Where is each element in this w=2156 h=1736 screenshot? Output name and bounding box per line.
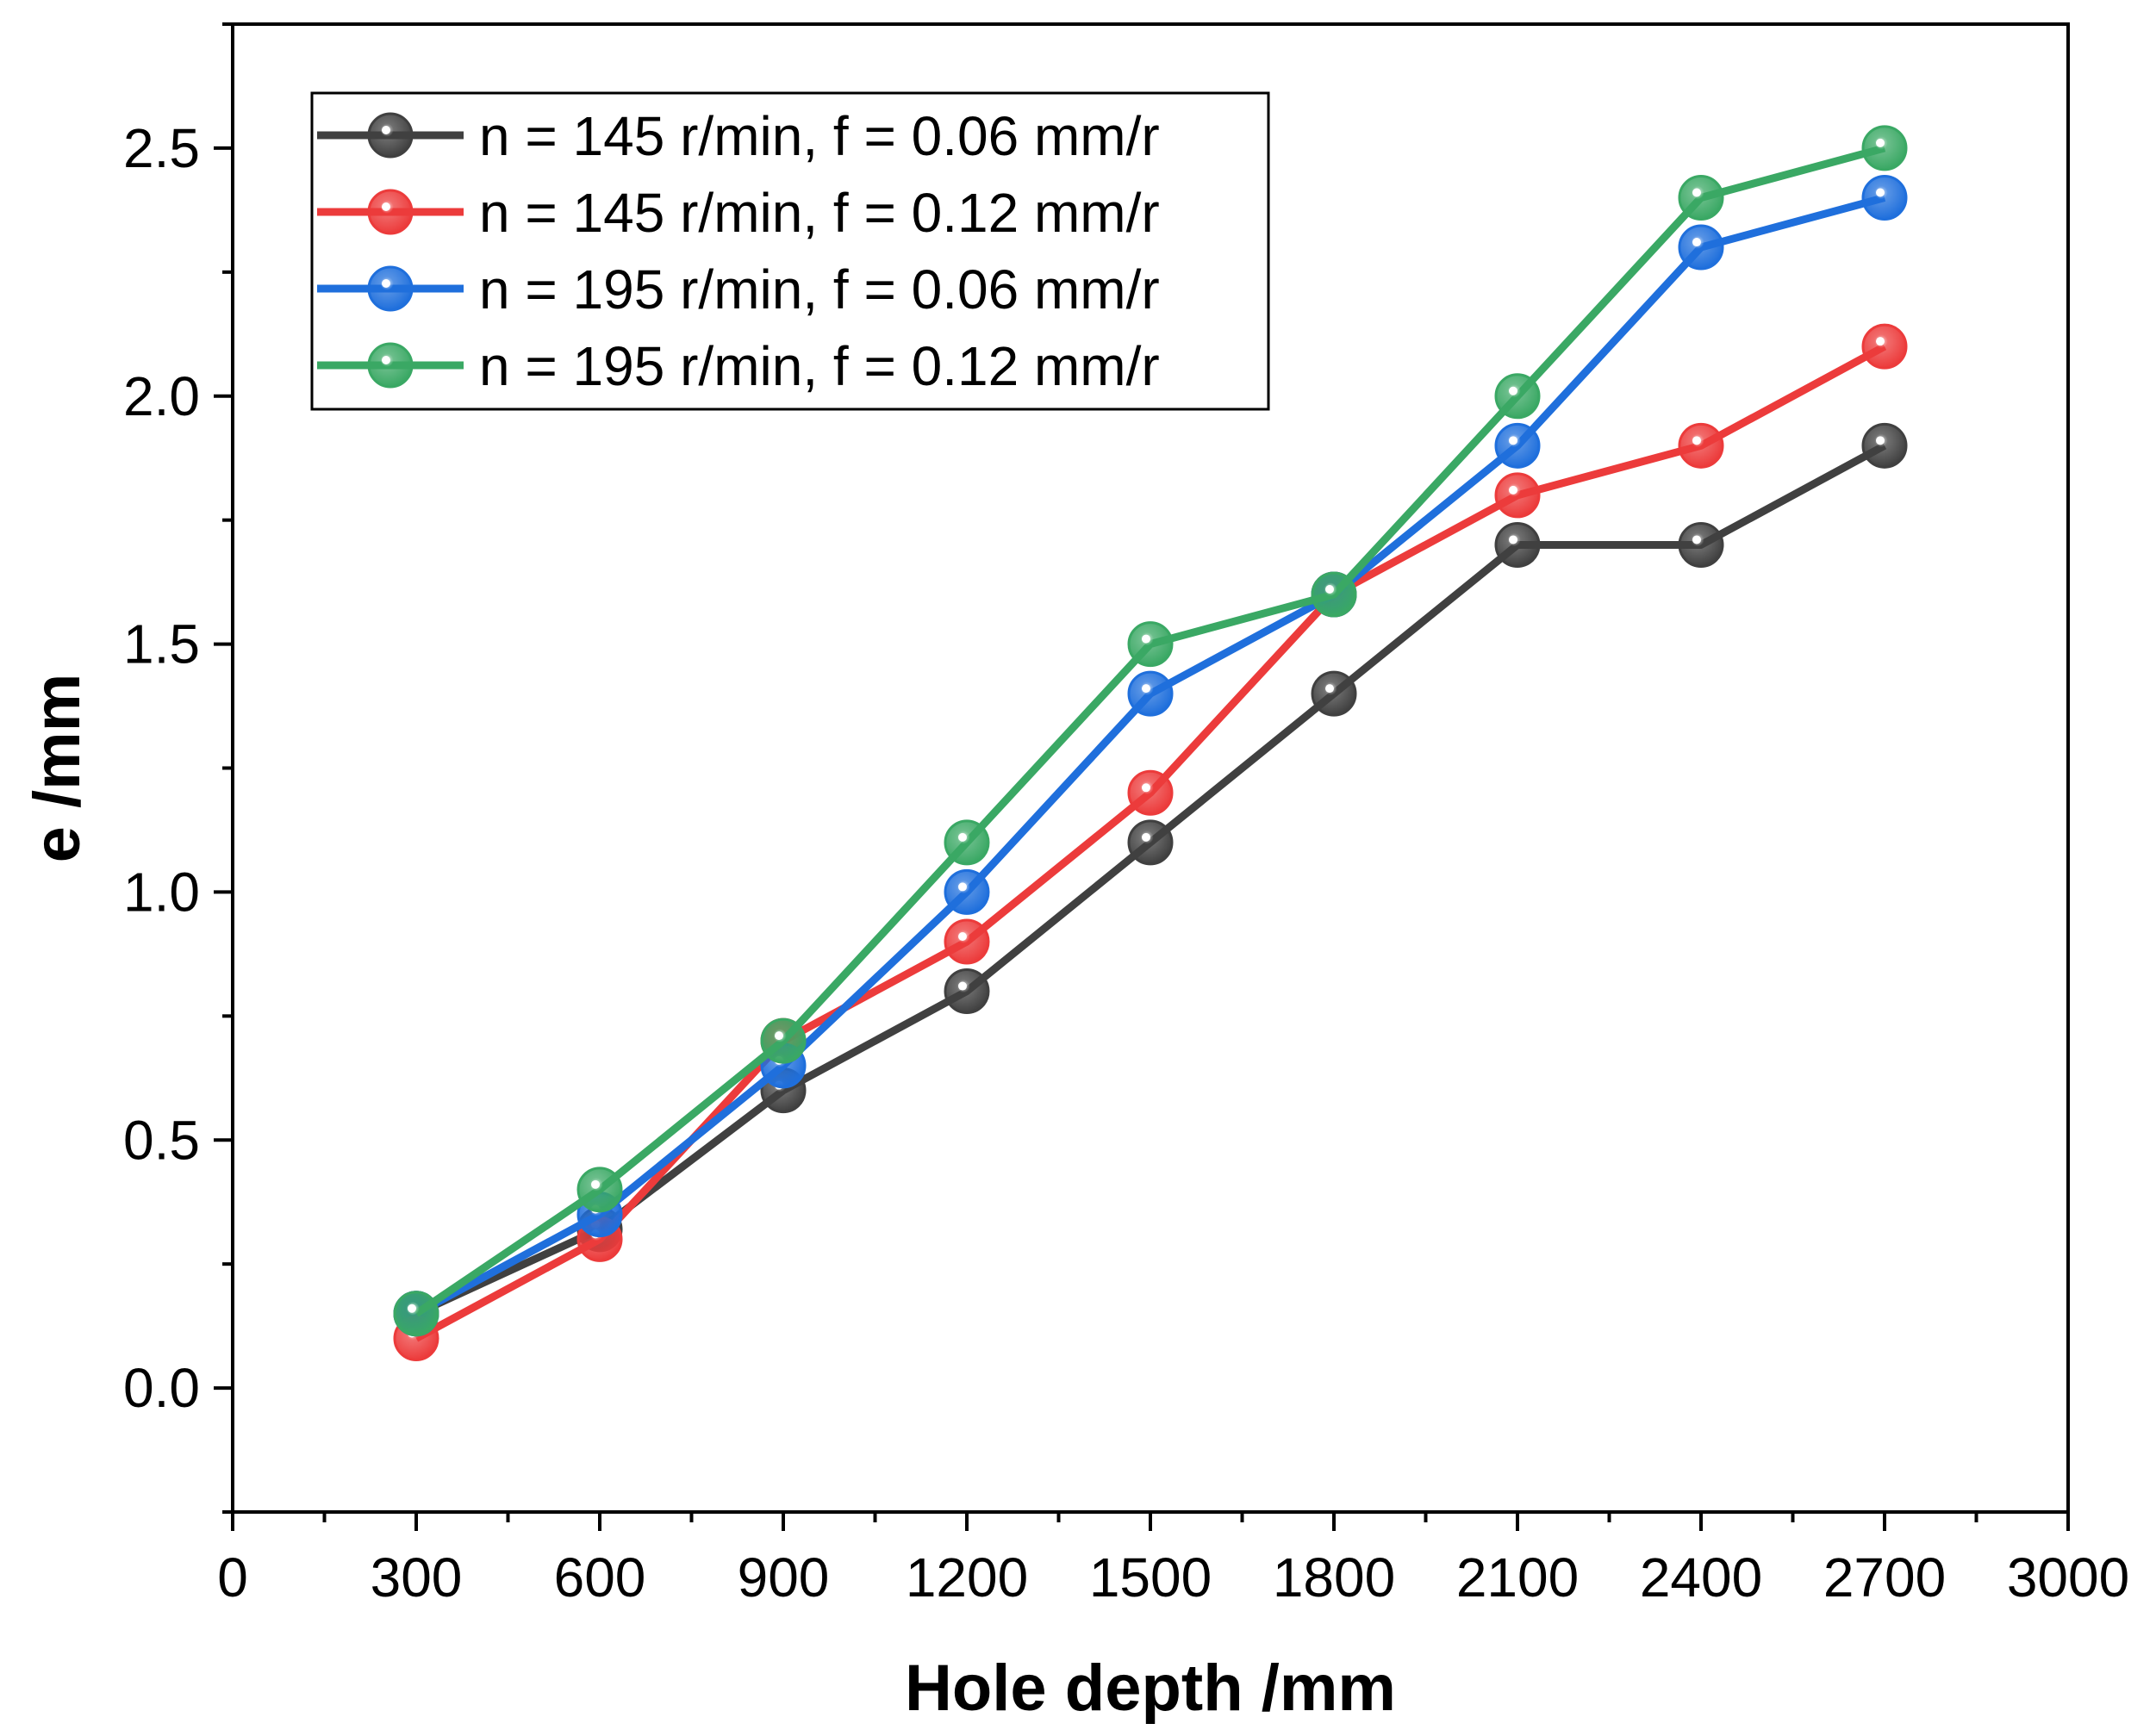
data-point bbox=[944, 868, 990, 915]
legend-label: n = 195 r/min, f = 0.06 mm/r bbox=[479, 258, 1160, 320]
legend: n = 145 r/min, f = 0.06 mm/r n = 145 r/mi… bbox=[310, 91, 1270, 411]
data-point-highlight bbox=[1692, 535, 1701, 544]
x-tick-label: 1200 bbox=[906, 1546, 1028, 1608]
y-tick-label: 1.5 bbox=[123, 613, 200, 675]
data-point-highlight bbox=[1692, 188, 1701, 197]
data-point-highlight bbox=[1692, 238, 1701, 247]
legend-box bbox=[310, 91, 1270, 411]
x-axis-title: Hole depth /mm bbox=[905, 1652, 1396, 1725]
series-4 bbox=[393, 125, 1908, 1337]
data-point bbox=[1127, 769, 1174, 816]
legend-label: n = 145 r/min, f = 0.06 mm/r bbox=[479, 105, 1160, 167]
data-point bbox=[1311, 670, 1357, 717]
legend-label: n = 195 r/min, f = 0.12 mm/r bbox=[479, 335, 1160, 397]
series-layer bbox=[393, 125, 1908, 1362]
y-axis-title: e /mm bbox=[21, 674, 94, 863]
y-tick-label: 2.0 bbox=[123, 365, 200, 427]
data-point bbox=[1678, 224, 1724, 271]
data-point bbox=[1678, 422, 1724, 469]
data-point bbox=[1861, 174, 1908, 221]
data-point-highlight bbox=[1142, 783, 1150, 793]
data-point-highlight bbox=[775, 1031, 783, 1041]
data-point-highlight bbox=[1325, 684, 1334, 694]
legend-item: n = 145 r/min, f = 0.06 mm/r bbox=[317, 105, 1160, 167]
data-point bbox=[393, 1291, 439, 1337]
data-point bbox=[1861, 323, 1908, 370]
data-point bbox=[1494, 521, 1541, 568]
legend-marker bbox=[367, 189, 414, 235]
legend-marker bbox=[367, 112, 414, 159]
data-point bbox=[576, 1167, 623, 1213]
y-tick-label: 1.0 bbox=[123, 861, 200, 923]
legend-item: n = 195 r/min, f = 0.12 mm/r bbox=[317, 335, 1160, 397]
legend-marker-highlight bbox=[382, 202, 390, 211]
data-point-highlight bbox=[1509, 485, 1517, 495]
data-point bbox=[944, 918, 990, 965]
y-tick-label: 2.5 bbox=[123, 117, 200, 179]
legend-label: n = 145 r/min, f = 0.12 mm/r bbox=[479, 182, 1160, 244]
data-point-highlight bbox=[958, 981, 967, 991]
data-point bbox=[1311, 571, 1357, 618]
x-axis: 0 300 600 900 1200 1500 1800 2100 2400 2700 3000 bbox=[217, 1512, 2129, 1608]
data-point-highlight bbox=[1509, 535, 1517, 544]
data-point bbox=[1494, 422, 1541, 469]
x-tick-label: 600 bbox=[554, 1546, 646, 1608]
legend-item: n = 195 r/min, f = 0.06 mm/r bbox=[317, 258, 1160, 320]
data-point-highlight bbox=[1142, 832, 1150, 842]
data-point-highlight bbox=[958, 832, 967, 842]
data-point-highlight bbox=[1876, 138, 1885, 147]
legend-marker-highlight bbox=[382, 279, 390, 288]
data-point-highlight bbox=[1509, 436, 1517, 445]
data-point bbox=[1678, 174, 1724, 221]
data-point bbox=[1861, 125, 1908, 171]
legend-marker-highlight bbox=[382, 126, 390, 134]
legend-marker bbox=[367, 265, 414, 312]
x-tick-label: 2400 bbox=[1640, 1546, 1762, 1608]
x-tick-label: 1500 bbox=[1089, 1546, 1212, 1608]
data-point-highlight bbox=[1876, 188, 1885, 197]
data-point bbox=[1127, 621, 1174, 668]
x-tick-label: 2700 bbox=[1823, 1546, 1946, 1608]
y-axis: 0.0 0.5 1.0 1.5 2.0 2.5 bbox=[123, 22, 233, 1514]
x-tick-label: 2100 bbox=[1456, 1546, 1579, 1608]
legend-marker-highlight bbox=[382, 356, 390, 364]
data-point-highlight bbox=[1325, 585, 1334, 594]
x-tick-label: 300 bbox=[371, 1546, 463, 1608]
x-tick-label: 1800 bbox=[1273, 1546, 1395, 1608]
data-point-highlight bbox=[1509, 386, 1517, 395]
data-point-highlight bbox=[958, 931, 967, 941]
y-tick-label: 0.0 bbox=[123, 1357, 200, 1419]
x-tick-label: 0 bbox=[217, 1546, 248, 1608]
y-tick-label: 0.5 bbox=[123, 1109, 200, 1171]
data-point-highlight bbox=[1142, 684, 1150, 694]
data-point bbox=[944, 819, 990, 866]
data-point-highlight bbox=[1876, 436, 1885, 445]
data-point-highlight bbox=[958, 882, 967, 892]
data-point-highlight bbox=[408, 1304, 416, 1313]
x-tick-label: 3000 bbox=[2007, 1546, 2129, 1608]
data-point bbox=[1127, 670, 1174, 717]
data-point-highlight bbox=[591, 1179, 600, 1189]
data-point bbox=[1861, 422, 1908, 469]
x-tick-label: 900 bbox=[738, 1546, 830, 1608]
data-point bbox=[1494, 472, 1541, 519]
data-point-highlight bbox=[1142, 634, 1150, 644]
data-point bbox=[1127, 819, 1174, 866]
legend-item: n = 145 r/min, f = 0.12 mm/r bbox=[317, 182, 1160, 244]
data-point bbox=[760, 1017, 807, 1064]
data-point-highlight bbox=[1692, 436, 1701, 445]
data-point bbox=[944, 968, 990, 1015]
data-point bbox=[1678, 521, 1724, 568]
data-point bbox=[1494, 373, 1541, 420]
legend-marker bbox=[367, 342, 414, 389]
data-point-highlight bbox=[1876, 337, 1885, 346]
